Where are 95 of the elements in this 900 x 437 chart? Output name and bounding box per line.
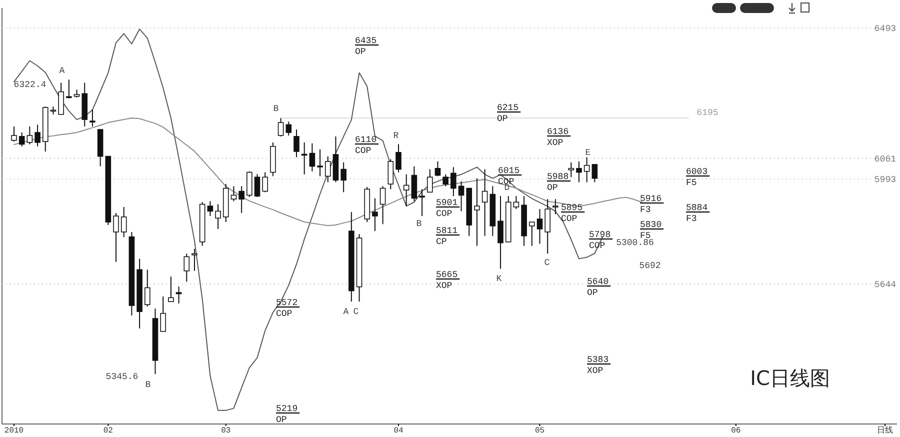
annotation: 5640 OP (587, 277, 609, 298)
candlestick (192, 248, 198, 272)
annotation: 5811 CP (436, 226, 458, 247)
candlestick (120, 206, 127, 238)
candlestick (11, 126, 17, 142)
annotation: 5988 OP (547, 172, 569, 193)
candlestick (324, 156, 331, 183)
candlestick (160, 296, 166, 332)
x-tick-label: 2010 (4, 426, 24, 436)
annotation: 5345.6 (106, 372, 138, 382)
candlestick (380, 186, 386, 225)
candlestick (90, 109, 96, 127)
annotation: 5884 F3 (686, 203, 708, 224)
candlestick (568, 162, 574, 178)
annotation: 6215 OP (497, 103, 519, 124)
candlestick (262, 172, 268, 193)
annotation: 5665 XOP (436, 270, 458, 291)
candlestick (450, 166, 456, 197)
candlestick (26, 126, 33, 145)
annotation: R (393, 131, 400, 142)
candlestick (246, 170, 252, 198)
candlestick (372, 198, 378, 232)
candlestick (584, 156, 590, 183)
annotation: 6322.4 (14, 80, 46, 90)
annotation: C (544, 258, 550, 268)
candlestick (340, 162, 346, 193)
candlestick (434, 160, 441, 177)
candlestick (513, 196, 520, 210)
candlestick (426, 168, 433, 193)
candlestick (474, 178, 480, 246)
candlestick (144, 269, 150, 307)
y-tick-label: 6061 (874, 154, 896, 164)
x-tick-label: 02 (103, 426, 114, 436)
candlestick (396, 144, 402, 173)
annotation: B (416, 219, 422, 230)
annotation: B (145, 380, 152, 390)
candlestick (458, 180, 464, 212)
candlestick (544, 198, 550, 254)
annotation: C (353, 307, 360, 318)
y-tick-label: 5644 (874, 280, 896, 290)
candlestick (552, 198, 558, 215)
x-tick-label: 04 (394, 426, 404, 436)
candlestick (230, 186, 237, 202)
candlestick (238, 186, 244, 214)
candlestick (66, 79, 72, 99)
annotation: 5916 F3 (640, 194, 662, 215)
candlestick (113, 212, 119, 262)
candlestick (309, 142, 316, 172)
annotation: 6435 OP (355, 36, 377, 57)
annotation: 5692 (639, 261, 661, 272)
candlestick (442, 174, 448, 187)
candlestick (254, 174, 260, 198)
candlestick (294, 128, 300, 158)
annotation: 5901 COP (436, 198, 458, 219)
y-tick-label: 5993 (874, 174, 896, 185)
annotation: 6110 COP (355, 135, 377, 156)
annotation: B (273, 104, 280, 114)
ref-line-label: 6195 (696, 108, 718, 118)
candlestick (498, 196, 504, 270)
annotation: 5219 OP (276, 404, 298, 425)
candlestick (536, 208, 543, 244)
candlestick (168, 276, 174, 302)
candlestick (403, 174, 410, 207)
candlestick (184, 253, 190, 282)
candlestick (411, 166, 418, 202)
candlestick (419, 188, 425, 216)
text: IC日线图 (750, 366, 830, 390)
candlestick (317, 148, 323, 177)
annotation: A (59, 66, 66, 76)
x-tick-label: 03 (221, 426, 231, 436)
annotation: K (496, 274, 502, 284)
annotation: E (585, 148, 591, 158)
annotation: 5300.86 (616, 238, 654, 248)
candlestick (528, 222, 535, 246)
annotation: 5383 XOP (587, 355, 609, 376)
x-tick-label: 06 (731, 426, 741, 436)
candlestick (58, 82, 64, 115)
candlestick (576, 160, 582, 183)
annotation: 6003 F5 (686, 167, 708, 188)
x-tick-label: 日线 (877, 426, 893, 436)
candlestick (18, 132, 25, 147)
candlestick (592, 164, 598, 183)
candlestick (176, 286, 182, 304)
candlestick (482, 168, 488, 236)
candlestick (388, 158, 394, 190)
candlestick (207, 200, 214, 216)
annotation: A (343, 307, 350, 318)
candlestick (278, 118, 284, 137)
candlestick (34, 124, 40, 147)
y-tick-label: 6493 (874, 24, 896, 34)
candlestick (286, 121, 292, 136)
annotation: 5895 COP (561, 203, 583, 224)
x-tick-label: 05 (534, 426, 545, 436)
candlestick (215, 204, 221, 230)
annotation: 6136 XOP (547, 127, 569, 148)
